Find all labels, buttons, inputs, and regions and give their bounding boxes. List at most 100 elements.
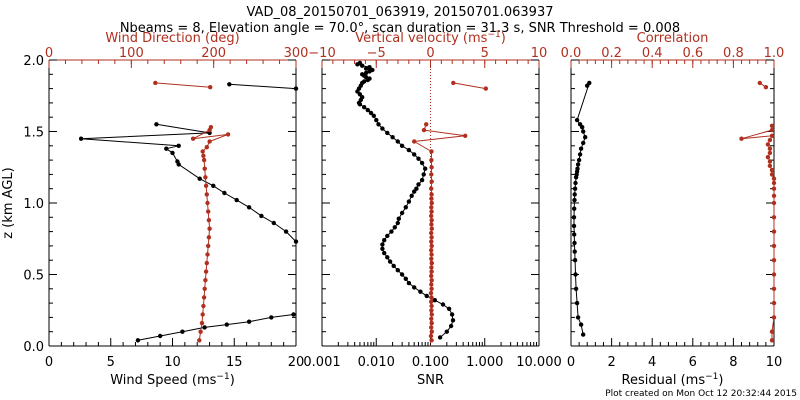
series-point-0 xyxy=(365,107,370,113)
series-point-1 xyxy=(429,192,434,197)
y-tick-label: 2.0 xyxy=(23,54,44,69)
plot-credit: Plot created on Mon Oct 12 20:32:44 2015 xyxy=(605,389,797,399)
series-point-1 xyxy=(207,226,212,231)
x-tick-label: 10 xyxy=(164,355,181,370)
series-line-1 xyxy=(155,82,211,88)
x-tick-label: 1.000 xyxy=(466,355,503,370)
series-point-0 xyxy=(403,205,408,210)
series-point-1 xyxy=(204,192,209,197)
series-line-0 xyxy=(229,83,297,90)
series-point-1 xyxy=(208,125,214,130)
series-point-0 xyxy=(293,86,299,91)
series-point-1 xyxy=(771,229,777,234)
series-point-0 xyxy=(363,70,369,76)
series-point-0 xyxy=(357,60,363,66)
series-point-1 xyxy=(757,80,762,86)
series-point-0 xyxy=(392,225,397,230)
series-point-1 xyxy=(429,278,434,283)
series-point-0 xyxy=(416,156,421,161)
series-point-0 xyxy=(395,139,400,144)
top-tick-label: 10 xyxy=(531,46,548,61)
series-point-0 xyxy=(574,300,580,306)
series-point-0 xyxy=(385,233,390,239)
series-point-1 xyxy=(205,252,210,257)
series-point-0 xyxy=(360,72,365,77)
series-point-0 xyxy=(269,315,274,320)
series-point-0 xyxy=(164,146,169,151)
series-point-0 xyxy=(246,319,252,324)
x-axis-title-part: SNR xyxy=(417,373,444,388)
series-point-1 xyxy=(429,299,434,304)
series-point-1 xyxy=(769,133,775,138)
series-point-1 xyxy=(769,167,775,173)
x-tick-label: 4 xyxy=(648,355,656,370)
series-point-0 xyxy=(399,272,405,277)
series-point-1 xyxy=(429,243,434,249)
series-point-0 xyxy=(577,152,583,157)
top-axis-title-part: −1 xyxy=(487,30,500,40)
series-point-0 xyxy=(363,66,369,71)
series-point-0 xyxy=(135,338,141,343)
series-point-1 xyxy=(429,209,434,214)
series-point-1 xyxy=(203,269,209,274)
series-point-1 xyxy=(190,136,196,141)
series-point-1 xyxy=(201,295,207,300)
series-point-0 xyxy=(437,335,443,340)
top-axis-title-part: Correlation xyxy=(637,31,709,46)
series-point-1 xyxy=(771,215,777,220)
top-tick-label: 300 xyxy=(284,46,309,61)
y-axis-title-part: z (km AGL) xyxy=(1,167,16,238)
series-point-1 xyxy=(429,325,434,330)
series-point-0 xyxy=(575,166,580,171)
series-point-1 xyxy=(429,149,434,154)
series-line-0 xyxy=(137,314,294,341)
series-point-1 xyxy=(429,165,434,170)
series-point-0 xyxy=(370,67,375,73)
series-point-1 xyxy=(429,260,434,266)
series-point-0 xyxy=(583,135,588,140)
series-point-1 xyxy=(483,86,488,91)
series-point-1 xyxy=(771,258,777,263)
top-tick-label: 100 xyxy=(119,46,144,61)
series-point-0 xyxy=(575,315,581,320)
top-axis-title-part: Wind Direction (deg) xyxy=(105,31,239,46)
series-point-1 xyxy=(451,80,456,86)
series-point-0 xyxy=(387,259,393,264)
series-point-1 xyxy=(765,142,771,147)
x-tick-label: 0 xyxy=(567,355,575,370)
series-point-0 xyxy=(421,172,426,177)
series-point-0 xyxy=(380,246,385,251)
x-tick-label: 2 xyxy=(607,355,615,370)
series-point-0 xyxy=(571,215,577,220)
series-point-1 xyxy=(769,338,775,343)
series-point-1 xyxy=(429,312,434,317)
series-point-0 xyxy=(371,113,376,119)
series-point-1 xyxy=(201,153,206,158)
x-axis-title-part: −1 xyxy=(216,372,229,382)
series-point-1 xyxy=(199,320,205,326)
series-point-0 xyxy=(283,229,289,234)
series-point-1 xyxy=(771,186,777,191)
x-tick-label: 20 xyxy=(288,355,305,370)
series-point-1 xyxy=(428,333,434,339)
series-point-0 xyxy=(78,136,84,141)
series-point-1 xyxy=(771,243,777,249)
series-point-0 xyxy=(581,140,586,146)
series-point-0 xyxy=(367,65,372,70)
series-point-1 xyxy=(204,145,209,150)
series-point-1 xyxy=(421,127,427,133)
top-tick-label: −5 xyxy=(367,46,386,61)
x-axis-title-part: −1 xyxy=(705,372,718,382)
series-point-1 xyxy=(769,127,775,133)
top-tick-label: 0.2 xyxy=(601,46,622,61)
series-point-1 xyxy=(767,159,773,164)
top-tick-label: 0.6 xyxy=(682,46,703,61)
series-point-0 xyxy=(449,312,455,317)
series-point-0 xyxy=(578,146,584,151)
series-point-0 xyxy=(362,79,367,84)
series-point-1 xyxy=(771,176,777,181)
series-point-0 xyxy=(391,263,396,269)
series-point-0 xyxy=(578,322,584,327)
series-point-1 xyxy=(428,290,434,296)
